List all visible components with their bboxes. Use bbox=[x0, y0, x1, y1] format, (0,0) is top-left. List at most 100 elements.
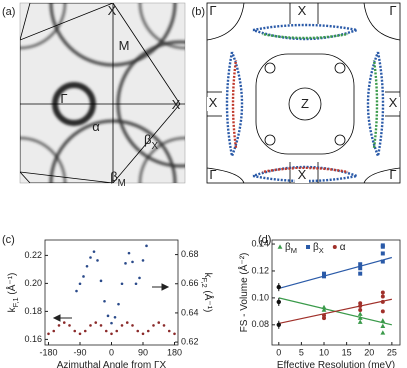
y-tick-label: 0.20 bbox=[24, 278, 42, 288]
annotation: Z bbox=[301, 96, 309, 111]
legend-label-part: M bbox=[291, 246, 297, 255]
point bbox=[92, 250, 96, 253]
plot-frame bbox=[44, 239, 179, 346]
fit-line bbox=[278, 256, 393, 290]
point bbox=[138, 276, 141, 280]
marker bbox=[322, 316, 327, 321]
y-axis-label-part: FS - Volume (Å⁻²) bbox=[237, 253, 250, 333]
y2-axis-label: kF,2 (Å⁻¹) bbox=[200, 273, 216, 313]
annotation-part: M bbox=[118, 178, 126, 189]
point bbox=[141, 332, 145, 336]
y2-axis-label-part: k bbox=[202, 273, 213, 279]
y-tick-label: 0.18 bbox=[24, 306, 42, 316]
legend-marker bbox=[277, 244, 283, 249]
point bbox=[78, 282, 82, 286]
y2-tick-label: 0.68 bbox=[181, 249, 199, 259]
marker bbox=[321, 304, 327, 310]
y2-tick-label: 0.66 bbox=[181, 278, 199, 288]
legend-label: α bbox=[340, 242, 346, 253]
panel-label: (d) bbox=[258, 234, 271, 246]
point bbox=[110, 332, 113, 336]
marker bbox=[358, 266, 363, 271]
point bbox=[99, 324, 103, 327]
marker bbox=[380, 251, 385, 256]
y-axis-label: kF,1 (Å⁻¹) bbox=[5, 273, 21, 313]
marker bbox=[380, 309, 385, 314]
legend-label: βM bbox=[285, 242, 297, 256]
point bbox=[141, 259, 145, 262]
annotation: Γ bbox=[389, 3, 396, 18]
x-axis-label: Effective Resolution (meV) bbox=[277, 360, 395, 368]
x-axis-label-part: Effective Resolution (meV) bbox=[277, 360, 395, 368]
reference-point bbox=[276, 322, 281, 328]
y2-axis-label-part: (Å⁻¹) bbox=[202, 288, 215, 313]
y2-axis-label-part: F,2 bbox=[200, 278, 209, 288]
y-tick-label: 0.14 bbox=[251, 238, 269, 248]
x-axis-label: Azimuthal Angle from ΓX bbox=[57, 360, 167, 368]
annotation-part: X bbox=[172, 97, 181, 112]
annotation-part: X bbox=[389, 95, 398, 110]
x-axis-label-part: Azimuthal Angle from ΓX bbox=[57, 360, 167, 368]
point bbox=[47, 332, 50, 336]
point bbox=[131, 260, 134, 264]
point bbox=[117, 302, 120, 306]
legend-label-part: β bbox=[313, 242, 319, 253]
panel-label: (b) bbox=[192, 6, 205, 18]
point bbox=[104, 329, 108, 333]
annotation: X bbox=[298, 167, 307, 182]
annotation-part: Γ bbox=[60, 91, 67, 106]
annotation: βM bbox=[110, 169, 126, 189]
panel-label: (c) bbox=[2, 234, 15, 246]
x-tick-label: -180 bbox=[39, 347, 57, 357]
annotation-part: Γ bbox=[389, 167, 396, 182]
plot-frame bbox=[271, 239, 401, 346]
x-tick-label: 5 bbox=[299, 347, 304, 357]
legend-marker bbox=[306, 245, 311, 249]
point bbox=[113, 315, 117, 319]
x-tick-label: 15 bbox=[342, 347, 352, 357]
marker bbox=[358, 301, 363, 306]
point bbox=[145, 244, 148, 248]
legend-label-part: β bbox=[285, 242, 291, 253]
annotation: X bbox=[209, 95, 218, 110]
marker bbox=[380, 290, 385, 295]
annotation-part: β bbox=[144, 132, 151, 147]
point bbox=[83, 329, 87, 333]
point bbox=[127, 251, 131, 255]
marker bbox=[357, 311, 363, 316]
annotation-part: β bbox=[110, 169, 117, 184]
x-tick-label: 180 bbox=[167, 347, 182, 357]
point bbox=[146, 329, 150, 333]
annotation: Γ bbox=[209, 167, 216, 182]
y-tick-label: 0.10 bbox=[251, 292, 269, 302]
point bbox=[99, 279, 103, 283]
marker bbox=[380, 323, 386, 328]
marker bbox=[380, 318, 386, 323]
y-axis-label: FS - Volume (Å⁻²) bbox=[237, 253, 250, 333]
annotation-part: X bbox=[209, 95, 218, 110]
annotation-part: Γ bbox=[209, 167, 216, 182]
y-tick-label: 0.16 bbox=[24, 334, 42, 344]
point bbox=[62, 321, 66, 324]
point bbox=[85, 264, 89, 268]
arpes-map bbox=[19, 2, 186, 184]
legend-label: βX bbox=[313, 242, 324, 256]
point bbox=[110, 321, 113, 325]
y2-tick-label: 0.64 bbox=[181, 307, 199, 317]
x-tick-label: 20 bbox=[364, 347, 374, 357]
point bbox=[52, 329, 56, 333]
x-tick-label: 0 bbox=[109, 347, 114, 357]
annotation: α bbox=[92, 119, 100, 134]
marker bbox=[358, 271, 363, 276]
marker bbox=[380, 259, 385, 264]
point bbox=[167, 329, 171, 333]
y-tick-label: 0.08 bbox=[251, 319, 269, 329]
point bbox=[75, 289, 78, 293]
annotation: Γ bbox=[60, 91, 67, 106]
legend-label-part: α bbox=[340, 242, 346, 253]
annotation: X bbox=[172, 97, 181, 112]
annotation-part: M bbox=[119, 38, 130, 53]
marker bbox=[322, 274, 327, 279]
annotation: M bbox=[119, 38, 130, 53]
